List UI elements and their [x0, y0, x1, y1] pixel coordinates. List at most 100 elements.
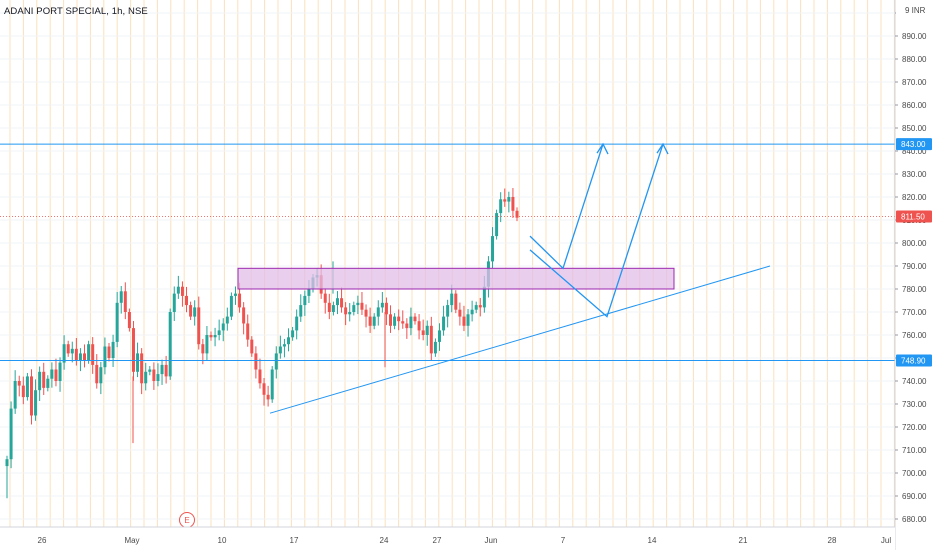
time-tick-label: 26: [38, 536, 47, 545]
candle-body: [225, 316, 229, 324]
price-tick-label: 880.00: [902, 55, 927, 64]
candle-body: [331, 305, 335, 312]
candle-body: [421, 330, 425, 335]
candle-body: [238, 293, 242, 308]
level-price-label-bg: [896, 354, 932, 367]
price-tick-label: 890.00: [902, 32, 927, 41]
candle-body: [136, 353, 140, 372]
candle-body: [233, 293, 237, 296]
current-price-label-bg: [896, 210, 932, 223]
candle-body: [250, 339, 254, 354]
currency-label: 9 INR: [905, 6, 926, 15]
candle-body: [364, 309, 368, 317]
price-tick-label: 830.00: [902, 170, 927, 179]
candle-body: [344, 307, 348, 315]
candle-body: [511, 197, 515, 211]
price-tick-label: 720.00: [902, 423, 927, 432]
time-tick-label: 24: [380, 536, 389, 545]
candle-body: [274, 353, 278, 370]
candle-body: [83, 353, 87, 361]
currency-bg: [896, 4, 930, 16]
candle-body: [205, 335, 209, 354]
price-tick-label: 730.00: [902, 400, 927, 409]
candle-body: [429, 325, 433, 354]
symbol-title: ADANI PORT SPECIAL, 1h, NSE: [4, 6, 148, 17]
price-tick-label: 850.00: [902, 124, 927, 133]
time-tick-label: 17: [290, 536, 299, 545]
candle-body: [254, 353, 258, 370]
projection-path-line[interactable]: [529, 143, 664, 318]
price-axis[interactable]: [895, 0, 932, 550]
candle-body: [209, 335, 213, 338]
price-tick-label: 780.00: [902, 285, 927, 294]
price-tick-label: 860.00: [902, 101, 927, 110]
time-tick-label: 10: [218, 536, 227, 545]
candle-body: [401, 321, 405, 324]
candle-body: [62, 344, 66, 363]
candle-body: [107, 346, 111, 358]
candle-body: [95, 364, 99, 384]
candle-body: [380, 302, 384, 308]
candle-body: [144, 371, 148, 384]
candle-body: [160, 364, 164, 375]
current-price-label: 811.50: [901, 213, 925, 222]
candle-body: [433, 341, 437, 354]
candle-body: [172, 293, 176, 312]
candle-body: [258, 369, 262, 384]
candle-body: [307, 289, 311, 296]
time-tick-label: Jun: [485, 536, 498, 545]
supply-zone-rectangle[interactable]: [237, 267, 675, 290]
price-tick-label: 770.00: [902, 308, 927, 317]
candle-body: [148, 369, 152, 372]
candle-body: [25, 376, 29, 398]
candle-body: [356, 302, 360, 306]
candle-body: [458, 309, 462, 317]
candle-body: [482, 286, 486, 308]
candle-body: [303, 295, 307, 306]
price-tick-label: 820.00: [902, 193, 927, 202]
time-tick-label: 28: [828, 536, 837, 545]
price-tick-label: 870.00: [902, 78, 927, 87]
candle-body: [197, 307, 201, 345]
candle-body: [327, 302, 331, 312]
candle-body: [299, 305, 303, 317]
ascending-trendline[interactable]: [269, 265, 771, 414]
candle-body: [50, 369, 54, 379]
candle-body: [87, 344, 91, 361]
candle-body: [360, 302, 364, 310]
candle-body: [78, 353, 82, 361]
candle-body: [503, 199, 507, 202]
candle-body: [34, 390, 38, 416]
candle-body: [185, 295, 189, 306]
candle-body: [291, 330, 295, 338]
candle-body: [201, 344, 205, 354]
candle-body: [111, 341, 115, 358]
candle-body: [152, 369, 156, 381]
candle-body: [495, 213, 499, 237]
candle-body: [13, 381, 17, 409]
candle-body: [91, 344, 95, 365]
candle-body: [389, 314, 393, 326]
time-axis[interactable]: [0, 527, 895, 550]
price-tick-label: 760.00: [902, 331, 927, 340]
candle-body: [462, 316, 466, 326]
price-tick-label: 790.00: [902, 262, 927, 271]
candle-body: [413, 316, 417, 322]
level-price-label: 748.90: [901, 357, 926, 366]
candle-body: [115, 302, 119, 342]
candle-body: [74, 348, 78, 361]
candle-body: [29, 376, 33, 416]
price-tick-label: 680.00: [902, 515, 927, 524]
candle-body: [168, 312, 172, 377]
time-tick-label: 27: [433, 536, 442, 545]
candle-body: [450, 293, 454, 306]
candle-body: [70, 348, 74, 354]
projection-path-line[interactable]: [529, 143, 604, 270]
candle-body: [340, 298, 344, 308]
candle-body: [499, 199, 503, 214]
candle-body: [156, 374, 160, 381]
time-tick-label: Jul: [881, 536, 891, 545]
candle-body: [335, 298, 339, 306]
